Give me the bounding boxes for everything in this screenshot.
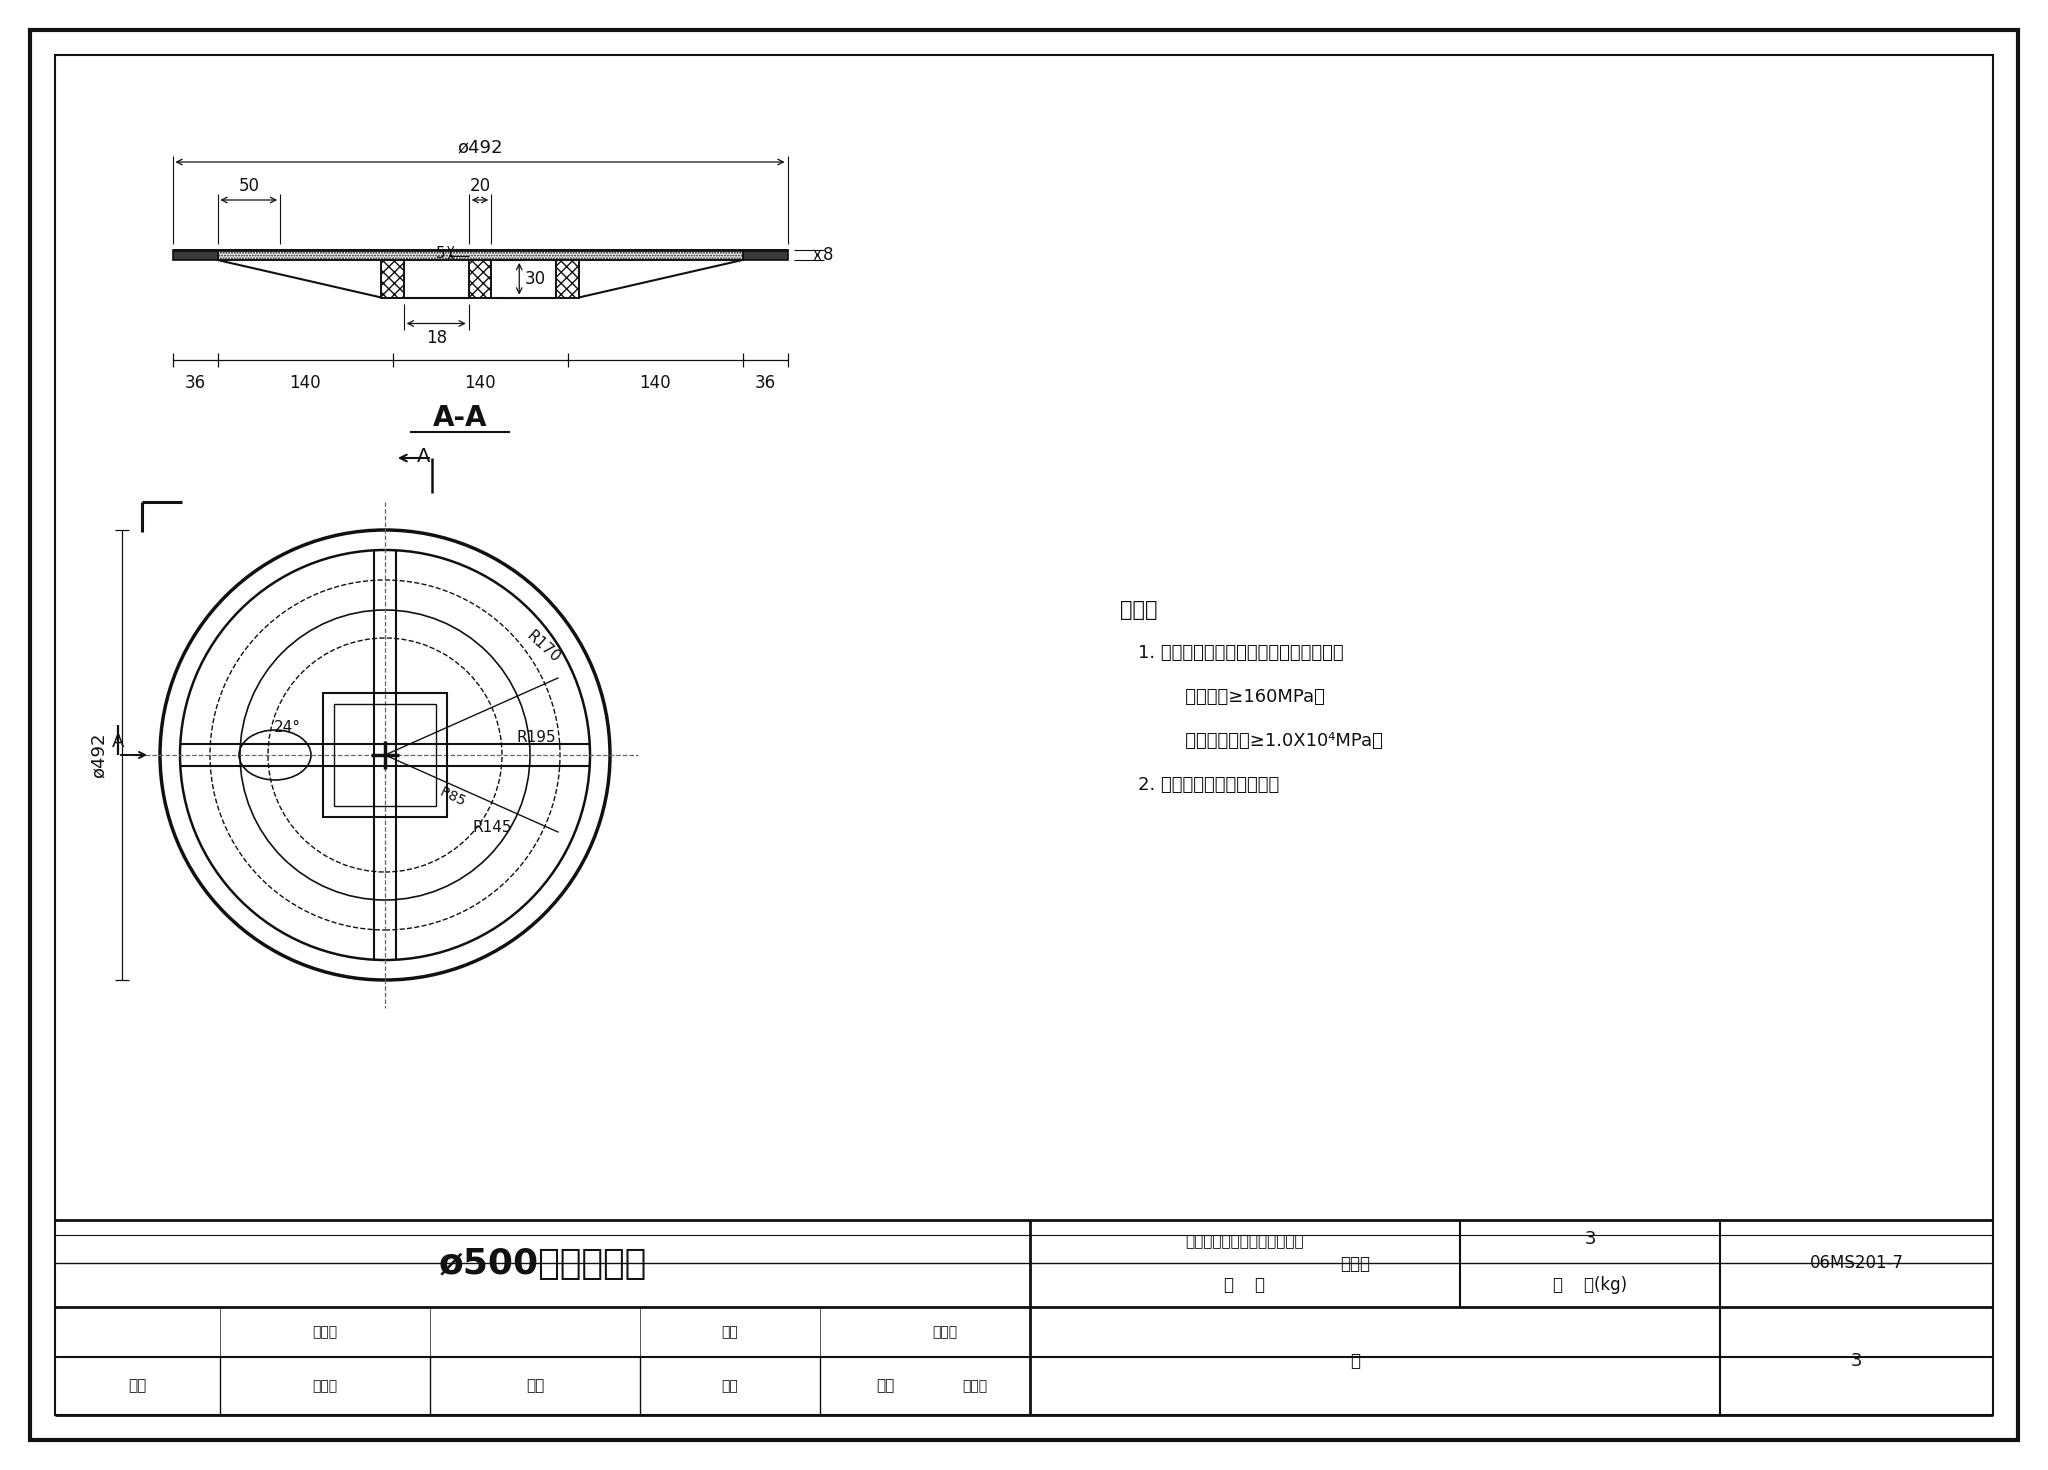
- Text: 20: 20: [469, 176, 492, 196]
- Bar: [469, 260, 492, 297]
- Text: 许钧: 许钧: [721, 1324, 739, 1339]
- Text: R170: R170: [522, 628, 563, 666]
- Text: 校对: 校对: [526, 1379, 545, 1394]
- Text: 3: 3: [1585, 1229, 1595, 1248]
- Text: A: A: [416, 447, 430, 466]
- Bar: [381, 260, 403, 297]
- Bar: [217, 250, 743, 260]
- Text: 18: 18: [426, 328, 446, 347]
- Text: 5: 5: [436, 245, 446, 260]
- Text: 审核: 审核: [129, 1379, 147, 1394]
- Text: 1. 材料：玻璃纤维增强塑料（玻璃锃）；: 1. 材料：玻璃纤维增强塑料（玻璃锃）；: [1139, 644, 1343, 662]
- Text: 温丽晖: 温丽晖: [932, 1324, 958, 1339]
- Bar: [334, 704, 436, 806]
- Text: 2. 外表面要求：平整光洁。: 2. 外表面要求：平整光洁。: [1139, 776, 1280, 794]
- Text: 郭钧: 郭钧: [721, 1379, 739, 1394]
- Text: ø492: ø492: [457, 138, 502, 156]
- Text: 温丽晖: 温丽晖: [963, 1379, 987, 1394]
- Text: 页: 页: [1350, 1352, 1360, 1370]
- Bar: [557, 260, 580, 297]
- Text: 汪懋仙: 汪懋仙: [313, 1324, 338, 1339]
- Text: 王僚山: 王僚山: [313, 1379, 338, 1394]
- Text: 材    料: 材 料: [1225, 1276, 1266, 1294]
- Bar: [324, 692, 446, 817]
- Text: 06MS201-7: 06MS201-7: [1810, 1254, 1903, 1273]
- Text: ø500玻璃钢子盖: ø500玻璃钢子盖: [438, 1247, 647, 1280]
- Text: ø492: ø492: [90, 732, 109, 778]
- Bar: [743, 250, 788, 260]
- Text: 重    量(kg): 重 量(kg): [1552, 1276, 1626, 1294]
- Text: 140: 140: [639, 373, 672, 391]
- Text: 图集号: 图集号: [1339, 1254, 1370, 1273]
- Text: A: A: [113, 734, 125, 751]
- Text: R195: R195: [516, 729, 557, 744]
- Text: 玻璃纤维增强塑料（玻璃钢）: 玻璃纤维增强塑料（玻璃钢）: [1186, 1233, 1305, 1250]
- Text: 36: 36: [754, 373, 776, 391]
- Text: 140: 140: [465, 373, 496, 391]
- Text: R85: R85: [436, 785, 467, 808]
- Text: 36: 36: [184, 373, 205, 391]
- Text: R145: R145: [473, 819, 512, 835]
- Text: 说明：: 说明：: [1120, 600, 1157, 620]
- Text: A-A: A-A: [432, 403, 487, 432]
- Text: 140: 140: [289, 373, 322, 391]
- Bar: [172, 250, 217, 260]
- Text: 弯曲强度≥160MPa；: 弯曲强度≥160MPa；: [1167, 688, 1325, 706]
- Text: 3: 3: [1851, 1352, 1862, 1370]
- Text: 50: 50: [238, 176, 260, 196]
- Text: 24°: 24°: [274, 720, 301, 735]
- Text: 8: 8: [823, 245, 834, 265]
- Text: 设计: 设计: [877, 1379, 895, 1394]
- Text: 30: 30: [524, 270, 545, 288]
- Text: 弯曲弹性模量≥1.0X10⁴MPa。: 弯曲弹性模量≥1.0X10⁴MPa。: [1167, 732, 1382, 750]
